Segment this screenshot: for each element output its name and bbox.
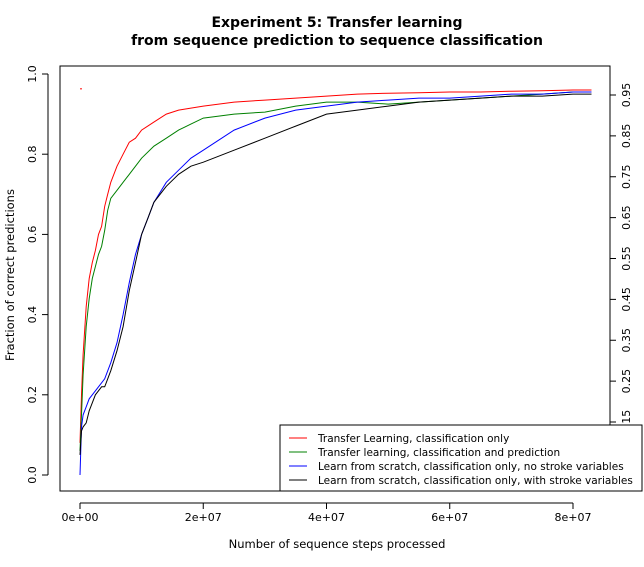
chart-title: Experiment 5: Transfer learning bbox=[211, 15, 462, 31]
x-tick-label: 0e+00 bbox=[62, 511, 99, 524]
legend: Transfer Learning, classification only Tr… bbox=[279, 424, 643, 492]
y2-tick-label: 0.65 bbox=[620, 205, 633, 230]
x-tick-label: 8e+07 bbox=[555, 511, 592, 524]
y-axis-label: Fraction of correct predictions bbox=[3, 189, 17, 361]
x-axis-label: Number of sequence steps processed bbox=[229, 537, 446, 551]
y-axis: 0.0 0.2 0.4 0.6 0.8 1.0 bbox=[26, 65, 49, 484]
y-tick-label: 0.4 bbox=[26, 306, 39, 324]
y-tick-label: 0.0 bbox=[26, 466, 39, 484]
y2-tick-label: 0.85 bbox=[620, 124, 633, 149]
legend-label: Transfer Learning, classification only bbox=[317, 433, 509, 445]
series-line-4 bbox=[79, 93, 592, 455]
y2-tick-label: 0.45 bbox=[620, 287, 633, 312]
series-line-3 bbox=[79, 91, 592, 476]
y2-tick-label: 0.75 bbox=[620, 165, 633, 190]
x-axis: 0e+00 2e+07 4e+07 6e+07 8e+07 bbox=[62, 502, 592, 524]
y-tick-label: 1.0 bbox=[26, 65, 39, 83]
series-line-1 bbox=[79, 89, 592, 443]
legend-label: Learn from scratch, classification only,… bbox=[318, 461, 624, 473]
series-lines bbox=[79, 89, 592, 476]
y2-tick-label: 0.95 bbox=[620, 83, 633, 108]
y-tick-label: 0.6 bbox=[26, 226, 39, 244]
legend-label: Transfer learning, classification and pr… bbox=[317, 447, 560, 459]
y2-tick-label: 0.55 bbox=[620, 246, 633, 271]
legend-label: Learn from scratch, classification only,… bbox=[318, 475, 633, 487]
y2-axis: 0.150.250.350.450.550.650.750.850.95 bbox=[609, 83, 633, 434]
legend-box bbox=[279, 424, 643, 492]
x-tick-label: 2e+07 bbox=[185, 511, 222, 524]
x-tick-label: 4e+07 bbox=[308, 511, 345, 524]
y-tick-label: 0.2 bbox=[26, 386, 39, 404]
y2-tick-label: 0.35 bbox=[620, 328, 633, 353]
y-tick-label: 0.8 bbox=[26, 145, 39, 163]
series-line-2 bbox=[79, 91, 592, 451]
x-tick-label: 6e+07 bbox=[431, 511, 468, 524]
chart-subtitle: from sequence prediction to sequence cla… bbox=[131, 33, 543, 49]
y2-tick-label: 0.25 bbox=[620, 369, 633, 394]
